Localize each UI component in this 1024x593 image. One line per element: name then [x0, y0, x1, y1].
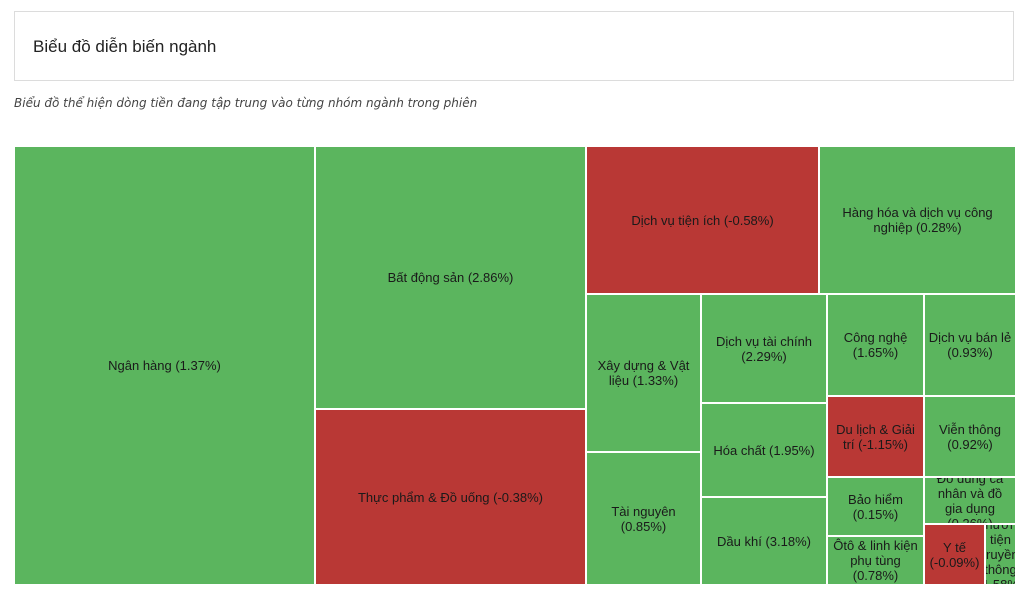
- treemap-tile-label: Tài nguyên (0.85%): [611, 503, 676, 534]
- treemap-tile[interactable]: Phương tiện truyền thông (1.58%): [985, 524, 1016, 585]
- treemap-tile[interactable]: Bất động sản (2.86%): [315, 146, 586, 409]
- treemap-tile[interactable]: Viễn thông (0.92%): [924, 396, 1016, 477]
- treemap-tile[interactable]: Thực phẩm & Đồ uống (-0.38%): [315, 409, 586, 585]
- page-title: Biểu đồ diễn biến ngành: [33, 37, 217, 56]
- treemap-tile-label: Bảo hiểm (0.15%): [848, 491, 903, 522]
- treemap-tile[interactable]: Ôtô & linh kiện phụ tùng (0.78%): [827, 536, 924, 585]
- treemap-tile[interactable]: Đồ dùng cá nhân và đồ gia dụng (0.26%): [924, 477, 1016, 524]
- treemap-tile-label: Thực phẩm & Đồ uống (-0.38%): [357, 489, 543, 505]
- treemap-tile[interactable]: Y tế (-0.09%): [924, 524, 985, 585]
- treemap-tile-label: Hàng hóa và dịch vụ công nghiệp (0.28%): [842, 205, 993, 235]
- treemap-tile[interactable]: Dịch vụ tài chính (2.29%): [701, 294, 827, 403]
- sector-treemap: Ngân hàng (1.37%) Bất động sản (2.86%) Thự…: [14, 146, 1016, 585]
- treemap-tile[interactable]: Hàng hóa và dịch vụ công nghiệp (0.28%): [819, 146, 1016, 294]
- chart-subtitle: Biểu đồ thể hiện dòng tiền đang tập trun…: [14, 96, 478, 110]
- treemap-tile-label: Đồ dùng cá nhân và đồ gia dụng (0.26%): [936, 477, 1004, 524]
- treemap-tile-label: Dầu khí (3.18%): [717, 533, 811, 549]
- treemap-tile-label: Xây dựng & Vật liệu (1.33%): [597, 358, 690, 388]
- treemap-tile[interactable]: Tài nguyên (0.85%): [586, 452, 701, 585]
- treemap-tile-label: Công nghệ (1.65%): [843, 330, 908, 360]
- treemap-tile-label: Dịch vụ tài chính (2.29%): [715, 333, 813, 364]
- treemap-tile-label: Bất động sản (2.86%): [387, 270, 514, 285]
- treemap-tile[interactable]: Dịch vụ bán lẻ (0.93%): [924, 294, 1016, 396]
- treemap-tile[interactable]: Dầu khí (3.18%): [701, 497, 827, 585]
- treemap-tile-label: Dịch vụ tiện ích (-0.58%): [631, 212, 774, 228]
- header-card: Biểu đồ diễn biến ngành: [14, 11, 1014, 81]
- treemap-tile-label: Ôtô & linh kiện phụ tùng (0.78%): [833, 538, 918, 583]
- treemap-tile-label: Phương tiện truyền thông (1.58%): [985, 524, 1016, 585]
- treemap-tile-label: Ngân hàng (1.37%): [108, 358, 221, 373]
- treemap-tile[interactable]: Công nghệ (1.65%): [827, 294, 924, 396]
- treemap-tile[interactable]: Bảo hiểm (0.15%): [827, 477, 924, 536]
- treemap-tile[interactable]: Xây dựng & Vật liệu (1.33%): [586, 294, 701, 452]
- treemap-tile[interactable]: Du lịch & Giải trí (-1.15%): [827, 396, 924, 477]
- treemap-tile-label: Viễn thông (0.92%): [939, 421, 1001, 452]
- treemap-tile[interactable]: Dịch vụ tiện ích (-0.58%): [586, 146, 819, 294]
- treemap-tile[interactable]: Ngân hàng (1.37%): [14, 146, 315, 585]
- treemap-tile-label: Du lịch & Giải trí (-1.15%): [836, 421, 915, 452]
- treemap-tile-label: Dịch vụ bán lẻ (0.93%): [928, 330, 1012, 360]
- treemap-tile-label: Y tế (-0.09%): [929, 539, 980, 570]
- treemap-tile-label: Hóa chất (1.95%): [713, 442, 815, 458]
- treemap-tile[interactable]: Hóa chất (1.95%): [701, 403, 827, 497]
